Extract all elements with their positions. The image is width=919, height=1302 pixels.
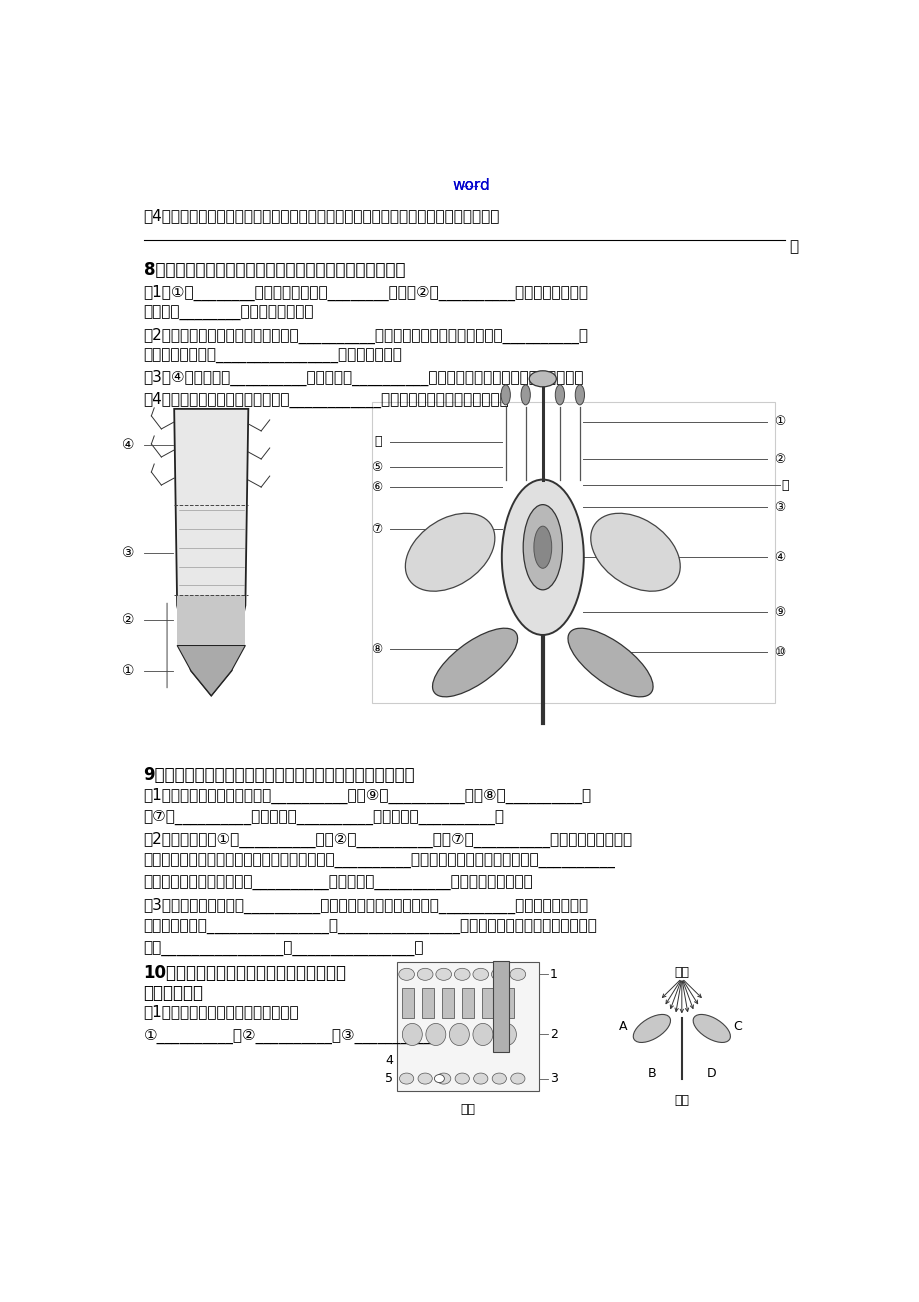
Text: ④: ④ <box>774 551 785 564</box>
Text: 10、右图是叶片结构示意图。请据图分析回: 10、右图是叶片结构示意图。请据图分析回 <box>143 965 346 982</box>
Bar <box>482 988 494 1018</box>
Text: ⑩: ⑩ <box>774 646 785 659</box>
Polygon shape <box>177 646 245 695</box>
Ellipse shape <box>472 969 488 980</box>
Text: （1）①是________，作用是对根尖起________作用。②是__________，该部位主要是由: （1）①是________，作用是对根尖起________作用。②是______… <box>143 285 588 301</box>
Ellipse shape <box>437 1073 450 1085</box>
Text: ⑥: ⑥ <box>370 480 382 493</box>
Text: 9、观察右上图花的结构示意图，请据图分析回答如下问题：: 9、观察右上图花的结构示意图，请据图分析回答如下问题： <box>143 766 414 784</box>
Ellipse shape <box>533 526 551 568</box>
Ellipse shape <box>501 479 584 635</box>
Polygon shape <box>174 409 248 695</box>
Text: 5: 5 <box>385 1072 392 1085</box>
Text: 。: 。 <box>788 240 797 254</box>
Text: ④: ④ <box>121 437 134 452</box>
Text: ②: ② <box>121 613 134 628</box>
Bar <box>396 962 539 1091</box>
Ellipse shape <box>496 1023 516 1046</box>
Text: ⑤: ⑤ <box>370 461 382 474</box>
Ellipse shape <box>405 513 494 591</box>
Text: word: word <box>452 178 490 193</box>
Text: 1: 1 <box>550 967 557 980</box>
Ellipse shape <box>590 513 679 591</box>
Ellipse shape <box>425 1023 446 1046</box>
Bar <box>461 988 473 1018</box>
Text: D: D <box>706 1068 716 1081</box>
Text: （2）细胞生长最快的部位是［　　］__________所示局部。根的生长与［　　］__________细: （2）细胞生长最快的部位是［ ］__________所示局部。根的生长与［ ］_… <box>143 328 588 344</box>
Bar <box>502 988 513 1018</box>
Text: ①: ① <box>121 664 134 677</box>
Ellipse shape <box>567 629 652 697</box>
Text: 2: 2 <box>550 1029 557 1042</box>
Ellipse shape <box>501 385 510 405</box>
Ellipse shape <box>402 1023 422 1046</box>
Bar <box>422 988 433 1018</box>
Ellipse shape <box>454 969 470 980</box>
Ellipse shape <box>520 385 529 405</box>
Text: ①__________、②__________、③__________。: ①__________、②__________、③__________。 <box>143 1029 440 1044</box>
Ellipse shape <box>510 1073 525 1085</box>
Ellipse shape <box>528 371 556 387</box>
Text: （3）④所示部位叫__________，上有大量__________，是根尖吸收水和无机盐的主要部位。: （3）④所示部位叫__________，上有大量__________，是根尖吸收… <box>143 370 584 385</box>
Text: 答如下问题：: 答如下问题： <box>143 984 203 1003</box>
Ellipse shape <box>417 969 433 980</box>
Bar <box>442 988 453 1018</box>
Ellipse shape <box>491 969 506 980</box>
Text: ③: ③ <box>121 547 134 560</box>
Text: 阳光: 阳光 <box>674 966 688 979</box>
Ellipse shape <box>399 1073 414 1085</box>
Text: 4: 4 <box>385 1055 392 1068</box>
Text: 3: 3 <box>550 1072 557 1085</box>
Ellipse shape <box>436 969 451 980</box>
Text: ②: ② <box>774 453 785 466</box>
Text: 落，而果实是经过传粉和受精后由花的［　　］__________发育而成的，种子是由［　　］__________: 落，而果实是经过传粉和受精后由花的［ ］__________发育而成的，种子是由… <box>143 854 615 868</box>
Ellipse shape <box>417 1073 432 1085</box>
Text: ⑨: ⑨ <box>774 605 785 618</box>
Text: C: C <box>732 1019 741 1032</box>
Bar <box>402 988 414 1018</box>
Text: （1）写出图一中序号所示结构名称：: （1）写出图一中序号所示结构名称： <box>143 1004 299 1019</box>
Text: ［⑦］__________、［　　］__________、［　　］__________。: ［⑦］__________、［ ］__________、［ ］_________… <box>143 810 504 825</box>
Text: ⑫: ⑫ <box>374 435 382 448</box>
Text: 分为________________和________________。: 分为________________和________________。 <box>143 943 424 957</box>
Ellipse shape <box>398 969 414 980</box>
Text: （3）传粉是指［　　］__________中的花粉落到雄蕨的［　　］__________上的过程。常见两: （3）传粉是指［ ］__________中的花粉落到雄蕨的［ ］________… <box>143 898 588 914</box>
Ellipse shape <box>523 505 562 590</box>
Text: B: B <box>647 1068 655 1081</box>
Text: （2）花开后，［①］__________、［②］__________、［⑦］__________、［　　］雄蕨会凋: （2）花开后，［①］__________、［②］__________、［⑦］__… <box>143 832 632 848</box>
Text: （1）花的根本结构包括［ⓞ］__________、［⑨］__________、［⑧］__________、: （1）花的根本结构包括［ⓞ］__________、［⑨］__________、［… <box>143 788 591 805</box>
Text: word: word <box>452 178 490 193</box>
Bar <box>371 402 774 703</box>
Text: ③: ③ <box>774 501 785 513</box>
Text: 发育而成的。因此［　　］__________、［　　］__________是花最重要的结构。: 发育而成的。因此［ ］__________、［ ］__________是花最重要… <box>143 876 533 891</box>
Text: ⑪: ⑪ <box>781 479 789 492</box>
Ellipse shape <box>632 1014 670 1043</box>
Ellipse shape <box>473 1073 487 1085</box>
Ellipse shape <box>455 1073 469 1085</box>
Ellipse shape <box>434 1074 444 1082</box>
Polygon shape <box>177 595 245 646</box>
Ellipse shape <box>472 1023 493 1046</box>
Ellipse shape <box>692 1014 730 1043</box>
Text: 胞分裂和［　　］________________细胞成长有关。: 胞分裂和［ ］________________细胞成长有关。 <box>143 349 402 363</box>
Ellipse shape <box>574 385 584 405</box>
Text: A: A <box>618 1019 627 1032</box>
Text: 图一: 图一 <box>460 1103 475 1116</box>
Ellipse shape <box>432 629 517 697</box>
Ellipse shape <box>492 1073 505 1085</box>
Text: ⑦: ⑦ <box>370 522 382 535</box>
Text: ⑧: ⑧ <box>370 643 382 656</box>
Text: ①: ① <box>774 415 785 428</box>
Text: 8、如下图为根尖结构示意图。请据图分析回答如下问题：: 8、如下图为根尖结构示意图。请据图分析回答如下问题： <box>143 260 404 279</box>
Ellipse shape <box>509 969 525 980</box>
Ellipse shape <box>448 1023 469 1046</box>
Text: 种传粉方式分为________________和________________，根据传粉媒介的不同，可以将花: 种传粉方式分为________________和________________… <box>143 921 596 935</box>
Text: （4）幼苗刚出土时，地上局部一般呼黄色，但一段时间后就会变成绿色，原因是什么？: （4）幼苗刚出土时，地上局部一般呼黄色，但一段时间后就会变成绿色，原因是什么？ <box>143 208 499 224</box>
Text: 具有很强________能力的细胞组成。: 具有很强________能力的细胞组成。 <box>143 306 313 320</box>
Text: 图二: 图二 <box>674 1094 688 1107</box>
Ellipse shape <box>555 385 564 405</box>
Bar <box>493 961 508 1052</box>
Text: （4）根部吸收的水和无机盐可通过____________输送到植物体的茎、叶等器官。: （4）根部吸收的水和无机盐可通过____________输送到植物体的茎、叶等器… <box>143 392 509 408</box>
